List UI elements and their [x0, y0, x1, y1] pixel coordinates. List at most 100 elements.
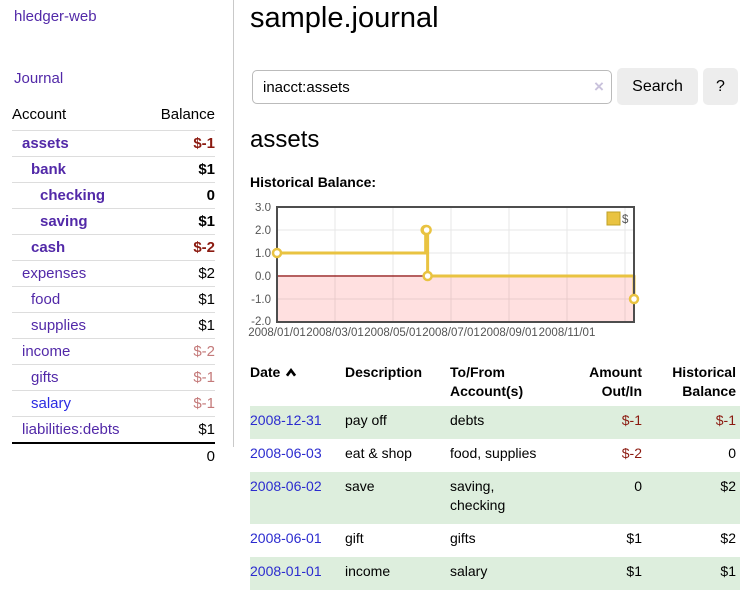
x-tick-label: 2008/11/01 — [539, 327, 596, 339]
account-column-header: Account — [12, 106, 67, 123]
account-balance: $1 — [140, 416, 215, 443]
account-row: saving $1 — [12, 208, 215, 235]
account-row: gifts $-1 — [12, 364, 215, 391]
transaction-row: 2008-06-03 eat & shop food, supplies $-2… — [250, 439, 740, 472]
data-point-marker — [271, 247, 283, 259]
account-link-supplies[interactable]: supplies — [31, 317, 87, 334]
legend-swatch-icon — [606, 211, 621, 226]
transaction-accounts: saving, checking — [450, 478, 506, 513]
account-link-saving[interactable]: saving — [40, 213, 88, 230]
transaction-description: save — [345, 478, 375, 494]
account-link-expenses[interactable]: expenses — [22, 265, 87, 282]
account-balance: 0 — [140, 182, 215, 209]
amount-column-header: Amount Out/In — [589, 364, 642, 399]
transaction-accounts: food, supplies — [450, 445, 537, 461]
account-balance: $1 — [140, 286, 215, 313]
account-link-salary[interactable]: salary — [31, 395, 72, 412]
account-link-food[interactable]: food — [31, 291, 61, 308]
transaction-description: eat & shop — [345, 445, 412, 461]
transaction-accounts: salary — [450, 563, 488, 579]
account-link-checking[interactable]: checking — [40, 187, 106, 204]
sidebar-divider — [233, 0, 234, 447]
account-balance: $2 — [140, 260, 215, 287]
transaction-row: 2008-06-01 gift gifts $1 $2 — [250, 524, 740, 557]
transactions-table: Date Description To/From Account(s) Amou… — [250, 361, 740, 590]
accounts-column-header: To/From Account(s) — [450, 364, 524, 399]
accounts-header-row: Account Balance — [12, 102, 215, 131]
x-axis-labels: 2008/01/01 2008/03/01 2008/05/01 2008/07… — [248, 327, 595, 339]
accounts-total-value: 0 — [12, 442, 215, 469]
transaction-row: 2008-01-01 income salary $1 $1 — [250, 557, 740, 590]
transaction-description: gift — [345, 530, 364, 546]
chart-title-label: Historical Balance: — [250, 174, 377, 190]
clear-search-icon[interactable]: × — [594, 77, 604, 96]
search-button[interactable]: Search — [617, 68, 698, 105]
account-link-assets[interactable]: assets — [22, 135, 69, 152]
x-tick-label: 2008/05/01 — [364, 327, 422, 339]
date-column-header[interactable]: Date — [250, 361, 345, 406]
account-row: supplies $1 — [12, 312, 215, 339]
transaction-accounts: debts — [450, 412, 485, 428]
section-title: assets — [250, 126, 320, 153]
account-link-liabilities-debts[interactable]: liabilities:debts — [22, 421, 120, 438]
transaction-date-link[interactable]: 2008-06-01 — [250, 530, 322, 546]
help-button[interactable]: ? — [703, 68, 738, 105]
y-tick-label: 1.0 — [255, 248, 271, 260]
transaction-date-link[interactable]: 2008-06-03 — [250, 445, 322, 461]
account-row: cash $-2 — [12, 234, 215, 261]
transaction-amount: $-1 — [621, 412, 642, 428]
transaction-date-link[interactable]: 2008-01-01 — [250, 563, 322, 579]
plot-border — [276, 206, 635, 323]
app-title-link[interactable]: hledger-web — [14, 8, 97, 25]
y-tick-label: 3.0 — [255, 203, 271, 214]
x-tick-label: 2008/01/01 — [248, 327, 306, 339]
transaction-row: 2008-12-31 pay off debts $-1 $-1 — [250, 406, 740, 439]
transaction-row: 2008-06-02 save saving, checking 0 $2 — [250, 472, 740, 524]
account-row: expenses $2 — [12, 260, 215, 287]
account-balance: $-1 — [140, 390, 215, 417]
y-tick-label: -2.0 — [251, 316, 271, 328]
y-tick-label: -1.0 — [251, 294, 271, 306]
account-link-income[interactable]: income — [22, 343, 71, 360]
account-balance: $1 — [140, 156, 215, 183]
search-input[interactable] — [252, 70, 612, 104]
transaction-amount: 0 — [634, 478, 642, 494]
date-column-label: Date — [250, 364, 281, 380]
account-link-gifts[interactable]: gifts — [31, 369, 59, 386]
description-column-header: Description — [345, 364, 423, 380]
account-row: bank $1 — [12, 156, 215, 183]
account-link-bank[interactable]: bank — [31, 161, 67, 178]
transactions-header-row: Date Description To/From Account(s) Amou… — [250, 361, 740, 406]
accounts-total-row: 0 — [12, 442, 215, 469]
account-link-cash[interactable]: cash — [31, 239, 66, 256]
account-balance: $1 — [140, 312, 215, 339]
page-title: sample.journal — [250, 2, 439, 34]
account-row: checking 0 — [12, 182, 215, 209]
transaction-date-link[interactable]: 2008-12-31 — [250, 412, 322, 428]
sidebar-item-journal[interactable]: Journal — [14, 70, 64, 87]
data-point-marker — [628, 293, 640, 305]
account-row: income $-2 — [12, 338, 215, 365]
transaction-balance: $2 — [720, 478, 736, 494]
account-balance: $1 — [140, 208, 215, 235]
chart-legend: $ — [606, 211, 629, 226]
transaction-balance: $2 — [720, 530, 736, 546]
x-tick-label: 2008/07/01 — [422, 327, 480, 339]
main-content: sample.journal × Search ? assets Histori… — [248, 0, 742, 590]
transaction-amount: $1 — [626, 563, 642, 579]
y-tick-label: 2.0 — [255, 225, 271, 237]
account-row: assets $-1 — [12, 130, 215, 157]
transaction-amount: $1 — [626, 530, 642, 546]
x-tick-label: 2008/09/01 — [480, 327, 538, 339]
balance-column-header: Balance — [160, 106, 215, 123]
account-balance: $-2 — [140, 234, 215, 261]
account-balance: $-2 — [140, 338, 215, 365]
plot-area — [277, 207, 634, 322]
account-row: salary $-1 — [12, 390, 215, 417]
transaction-date-link[interactable]: 2008-06-02 — [250, 478, 322, 494]
balance-chart: $ 3.0 2.0 1.0 0.0 -1.0 -2.0 2008/01/01 2… — [248, 203, 640, 339]
account-balance: $-1 — [140, 364, 215, 391]
data-point-marker — [422, 270, 433, 282]
x-tick-label: 2008/03/01 — [306, 327, 364, 339]
account-row: liabilities:debts $1 — [12, 416, 215, 443]
